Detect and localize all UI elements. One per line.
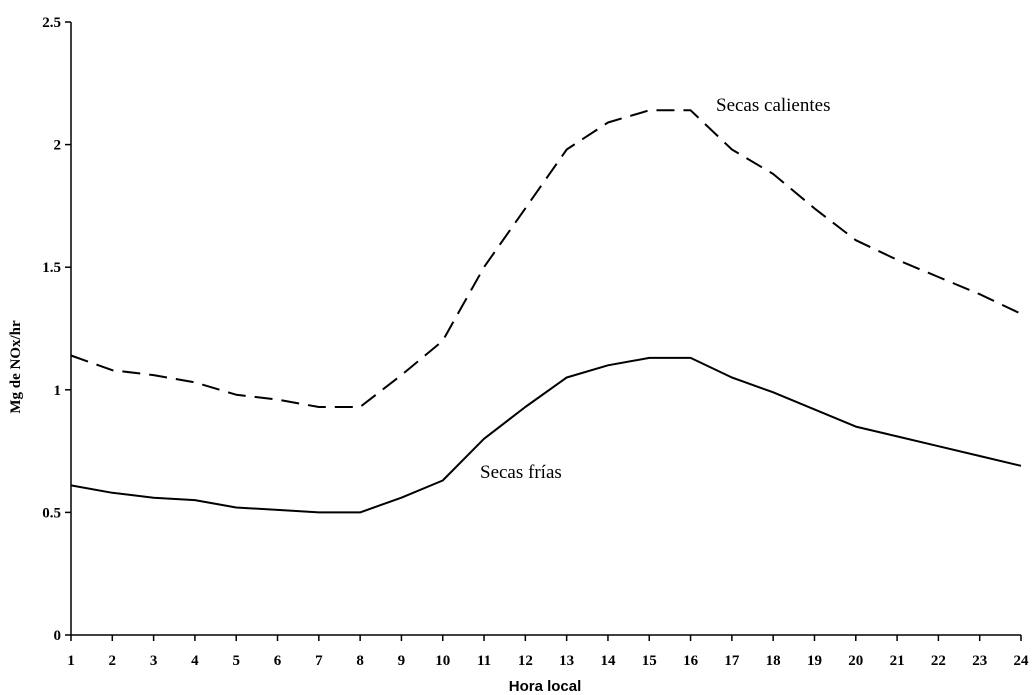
y-tick-label: 1 xyxy=(54,383,62,399)
series-lines xyxy=(70,109,1022,514)
y-tick-label: 1.5 xyxy=(42,260,61,276)
series-line-secas-calientes xyxy=(70,109,1022,408)
x-tick-label: 3 xyxy=(150,653,158,669)
x-tick-label: 19 xyxy=(807,653,822,669)
x-tick-label: 13 xyxy=(559,653,574,669)
x-tick-label: 6 xyxy=(274,653,282,669)
axis-ticks: 00.511.522.51 2 3 4 5 6 7 8 9 10 11 12 13 14 15 16 17 18 1… xyxy=(42,15,1029,669)
axes xyxy=(70,22,1021,636)
x-tick-label: 21 xyxy=(890,653,905,669)
x-tick-label: 7 xyxy=(315,653,323,669)
y-tick-label: 2 xyxy=(54,138,62,154)
x-axis-title: Hora local xyxy=(509,678,582,695)
x-tick-label: 4 xyxy=(191,653,199,669)
x-tick-label: 17 xyxy=(724,653,740,669)
x-tick-label: 1 xyxy=(67,653,75,669)
x-tick-label: 14 xyxy=(600,653,616,669)
x-tick-label: 9 xyxy=(398,653,406,669)
chart-labels: Mg de NOx/hr Hora local Secas calientes … xyxy=(8,95,830,695)
x-tick-label: 20 xyxy=(848,653,863,669)
y-axis-title: Mg de NOx/hr xyxy=(8,320,24,414)
y-tick-label: 0 xyxy=(54,628,62,644)
series-label-secas-frias: Secas frías xyxy=(480,462,562,483)
y-tick-label: 0.5 xyxy=(42,505,61,521)
x-tick-label: 11 xyxy=(477,653,491,669)
x-tick-label: 15 xyxy=(642,653,657,669)
x-tick-label: 24 xyxy=(1014,653,1030,669)
x-tick-label: 18 xyxy=(766,653,781,669)
series-line-secas-frias xyxy=(70,356,1022,514)
x-tick-label: 2 xyxy=(109,653,117,669)
x-tick-label: 10 xyxy=(435,653,450,669)
x-tick-label: 8 xyxy=(356,653,364,669)
x-tick-label: 12 xyxy=(518,653,533,669)
y-tick-label: 2.5 xyxy=(42,15,61,31)
series-label-secas-calientes: Secas calientes xyxy=(716,95,830,116)
x-tick-label: 23 xyxy=(972,653,987,669)
x-tick-label: 5 xyxy=(232,653,240,669)
x-tick-label: 16 xyxy=(683,653,699,669)
x-tick-label: 22 xyxy=(931,653,946,669)
